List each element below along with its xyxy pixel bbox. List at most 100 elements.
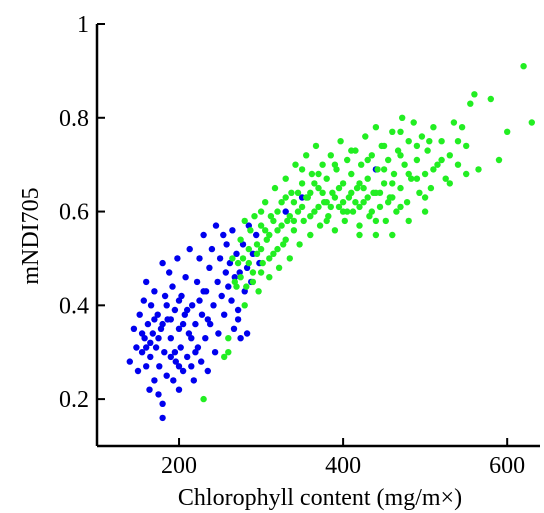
data-point-series-2 [233,283,240,290]
data-point-series-2 [290,227,298,234]
data-point-series-2 [504,128,511,135]
data-point-series-1 [130,325,138,332]
data-point-series-2 [274,208,281,215]
data-point-series-1 [185,330,193,337]
data-point-series-2 [389,128,396,135]
data-point-series-2 [353,184,361,192]
data-point-series-2 [308,170,316,178]
data-point-series-2 [229,255,236,262]
data-point-series-2 [394,147,402,154]
y-tick-label: 0.8 [59,106,89,132]
data-point-series-1 [216,255,224,262]
data-point-series-2 [390,170,398,178]
data-point-series-2 [360,184,367,192]
data-point-series-2 [319,161,326,168]
data-point-series-2 [251,213,258,220]
data-point-series-2 [225,349,232,356]
data-point-series-1 [189,302,196,309]
data-point-series-1 [207,320,214,328]
data-point-series-2 [274,227,281,234]
data-point-series-1 [151,316,158,323]
data-point-series-2 [329,189,336,196]
data-point-series-1 [221,311,228,318]
data-point-series-2 [298,180,306,187]
data-point-series-2 [294,189,302,196]
data-point-series-2 [200,395,207,403]
data-point-series-2 [335,184,343,192]
data-point-series-1 [147,302,155,309]
data-point-series-1 [184,353,191,361]
data-point-series-1 [167,353,174,361]
data-point-series-1 [147,353,154,361]
data-point-series-2 [286,213,293,220]
data-point-series-2 [225,335,232,342]
data-point-series-1 [172,358,179,365]
data-point-series-1 [159,320,166,328]
x-tick-label: 400 [325,453,361,479]
data-point-series-2 [270,250,277,257]
data-point-series-1 [212,222,220,229]
data-point-series-2 [401,161,408,168]
data-point-series-1 [171,306,179,314]
data-point-series-2 [339,180,347,187]
data-point-series-2 [364,175,371,182]
data-point-series-1 [140,297,147,304]
data-point-series-1 [225,283,232,290]
data-point-series-2 [259,259,266,267]
data-point-series-1 [233,250,240,257]
data-point-series-2 [307,189,314,196]
data-point-series-1 [218,292,225,300]
data-point-series-2 [389,231,396,239]
data-point-series-2 [454,138,462,145]
data-point-series-2 [311,180,318,187]
data-point-series-1 [161,349,168,356]
data-point-series-2 [237,236,244,243]
data-point-series-1 [152,344,160,351]
data-point-series-1 [282,208,289,215]
data-point-series-2 [249,278,257,286]
y-axis-label: mNDI705 [18,187,44,284]
data-point-series-1 [159,414,166,422]
y-tick-label: 1 [77,12,89,38]
data-point-series-2 [298,203,306,211]
data-point-series-2 [385,199,392,206]
data-point-series-1 [211,349,219,356]
data-point-series-2 [397,203,404,211]
data-point-series-2 [471,91,478,98]
data-point-series-2 [463,170,470,178]
y-tick-label: 0.4 [59,293,89,319]
x-tick-label: 600 [489,453,525,479]
x-axis-label: Chlorophyll content (mg/m×) [178,485,462,511]
data-point-series-2 [364,194,371,201]
data-point-series-1 [156,363,163,370]
data-point-series-1 [169,283,176,290]
data-point-series-2 [263,236,270,243]
data-point-series-1 [149,330,156,337]
data-point-series-2 [356,222,363,229]
data-point-series-2 [349,208,357,215]
data-point-series-1 [141,335,148,342]
data-point-series-2 [348,170,355,178]
data-point-series-2 [339,199,347,206]
data-point-series-2 [487,95,494,103]
data-point-series-1 [234,306,242,314]
axes-layer: 200 400 600 0.2 0.4 0.6 0.8 1 [59,12,540,479]
data-point-series-2 [413,142,421,150]
data-point-series-2 [413,175,421,182]
data-point-series-2 [374,166,381,173]
data-point-series-2 [426,138,433,145]
data-point-series-2 [337,138,344,145]
data-point-series-1 [179,320,187,328]
data-point-series-2 [257,269,265,276]
data-point-series-2 [434,161,441,168]
data-point-series-2 [300,217,307,225]
data-point-series-2 [247,227,254,234]
data-points-layer [126,62,535,422]
data-point-series-1 [155,391,162,398]
data-point-series-2 [442,175,449,182]
data-point-series-2 [327,152,334,159]
data-point-series-1 [161,292,169,300]
data-point-series-2 [284,217,291,225]
data-point-series-2 [463,142,470,150]
data-point-series-2 [292,161,299,168]
